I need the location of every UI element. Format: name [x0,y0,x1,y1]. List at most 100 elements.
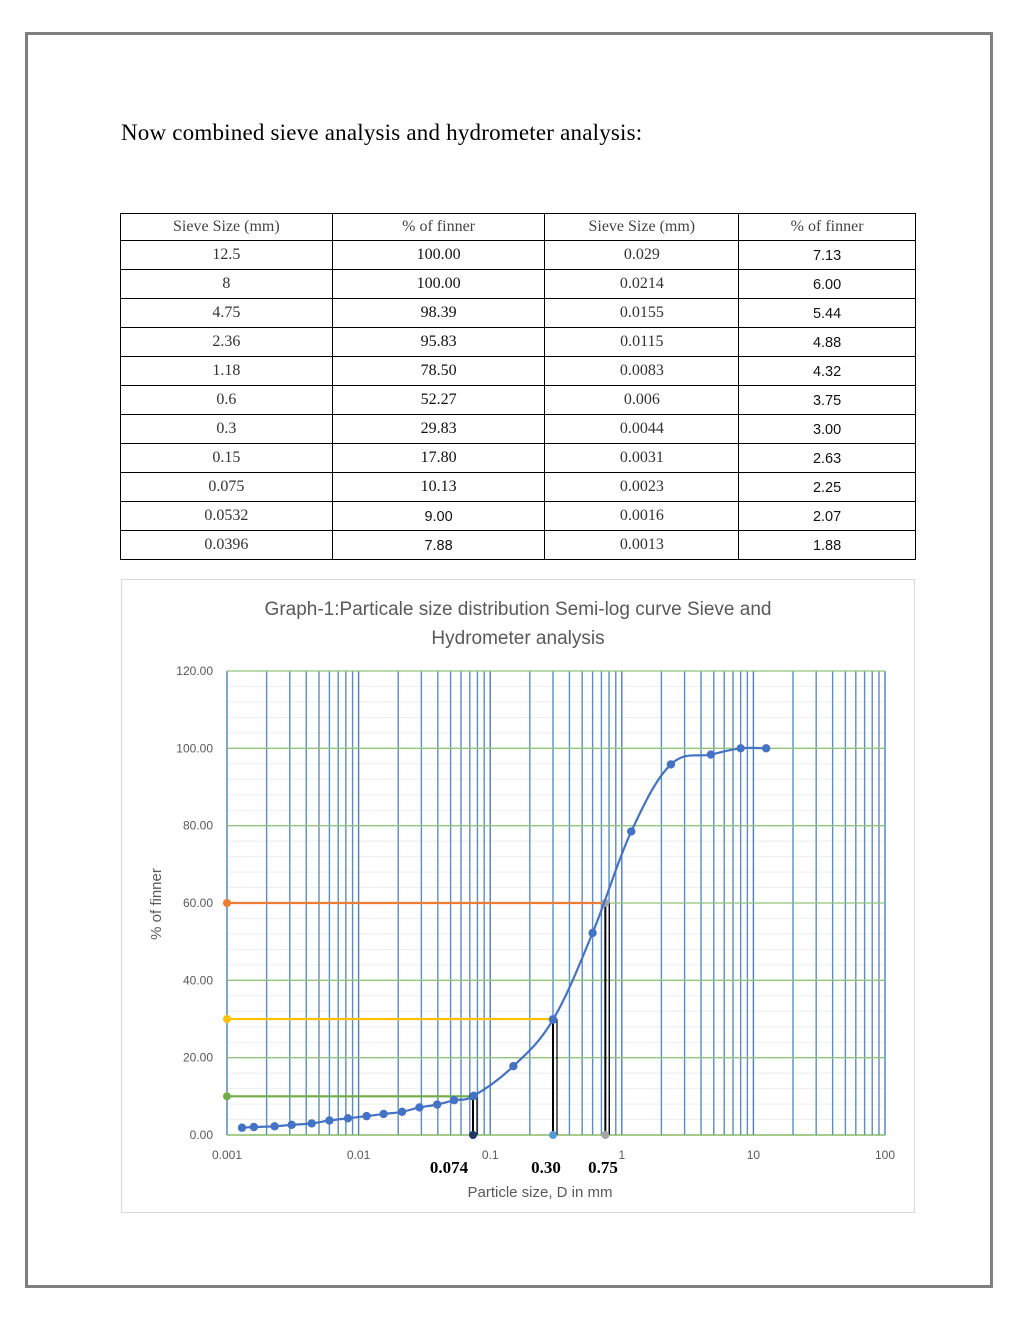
table-header-row: Sieve Size (mm) % of finner Sieve Size (… [120,213,916,241]
table-cell: 4.32 [738,356,916,386]
table-cell: 4.88 [738,327,916,357]
table-row: 0.6 52.27 0.006 3.75 [120,385,916,415]
page-heading: Now combined sieve analysis and hydromet… [121,120,643,145]
curve [241,746,767,1129]
drop-line-bottom-marker [468,1131,477,1139]
data-point [433,1100,442,1109]
x-tick-label: 100 [875,1148,895,1162]
table-cell: 1.18 [120,356,333,386]
table-cell: 0.0396 [120,530,333,560]
table-cell: 17.80 [331,443,546,473]
data-point [287,1120,296,1130]
table-row: 0.075 10.13 0.0023 2.25 [120,472,916,502]
y-tick-label: 0.00 [190,1128,214,1142]
data-point [362,1111,371,1121]
table-cell: 0.029 [544,240,740,270]
table-cell: 0.0115 [544,327,740,357]
table-header-cell: % of finner [738,213,916,241]
table-cell: 52.27 [331,385,546,415]
data-point [761,744,771,753]
y-tick-label: 120.00 [176,664,213,678]
table-cell: 0.0083 [544,356,740,386]
annotation-0.074: 0.074 [430,1158,469,1177]
table-cell: 0.075 [120,472,333,502]
table-cell: 0.006 [544,385,740,415]
axis-labels: 0.001 0.01 0.1 1 10 100 0.00 20.00 40.00 60.00 80.… [176,664,895,1162]
table-cell: 3.00 [738,414,916,444]
data-point [736,744,745,753]
table-row: 0.0532 9.00 0.0016 2.07 [120,501,916,531]
table-cell: 0.0044 [544,414,740,444]
table-cell: 12.5 [120,240,333,270]
table-cell: 4.75 [120,298,333,328]
drop-line-bottom-marker [601,1131,610,1139]
data-point [343,1114,353,1123]
table-cell: 7.13 [738,240,916,270]
y-tick-label: 20.00 [183,1051,213,1065]
data-point [397,1107,407,1116]
y-tick-label: 80.00 [183,819,213,833]
data-point [706,750,716,759]
table-header-cell: % of finner [331,213,546,241]
data-points [237,744,771,1132]
table-cell: 1.88 [738,530,916,560]
chart-container: 0.001 0.01 0.1 1 10 100 0.00 20.00 40.00 60.00 80.… [121,579,915,1213]
x-tick-label: 0.01 [347,1148,371,1162]
reference-lines [223,899,610,1139]
table-cell: 6.00 [738,269,916,299]
x-tick-label: 1 [618,1148,625,1162]
table-cell: 100.00 [331,269,546,299]
table-cell: 8 [120,269,333,299]
table-cell: 0.0023 [544,472,740,502]
table-row: 0.15 17.80 0.0031 2.63 [120,443,916,473]
data-point [449,1096,459,1105]
table-row: 0.0396 7.88 0.0013 1.88 [120,530,916,560]
table-cell: 0.3 [120,414,333,444]
x-tick-label: 10 [747,1148,761,1162]
table-row: 8 100.00 0.0214 6.00 [120,269,916,299]
table-cell: 10.13 [331,472,546,502]
data-point [307,1119,316,1128]
table-header-cell: Sieve Size (mm) [120,213,333,241]
table-cell: 3.75 [738,385,916,415]
table-header-cell: Sieve Size (mm) [544,213,740,241]
data-point [666,760,676,769]
table-row: 2.36 95.83 0.0115 4.88 [120,327,916,357]
chart-title-line-2: Hydrometer analysis [431,628,604,649]
table-cell: 0.15 [120,443,333,473]
table-row: 1.18 78.50 0.0083 4.32 [120,356,916,386]
data-point [588,928,597,938]
data-point [469,1091,478,1101]
table-cell: 0.6 [120,385,333,415]
table-cell: 7.88 [331,530,546,560]
annotation-0.30: 0.30 [531,1158,561,1177]
x-tick-label: 0.001 [212,1148,242,1162]
table-cell: 2.36 [120,327,333,357]
y-tick-label: 100.00 [176,741,213,755]
distribution-curve [241,746,767,1129]
reference-line-marker [223,1015,231,1023]
table-cell: 2.07 [738,501,916,531]
table-cell: 98.39 [331,298,546,328]
reference-line-marker [223,899,231,907]
data-point [379,1109,388,1119]
table-row: 12.5 100.00 0.029 7.13 [120,240,916,270]
annotation-0.75: 0.75 [588,1158,618,1177]
y-tick-label: 60.00 [183,896,213,910]
table-row: 0.3 29.83 0.0044 3.00 [120,414,916,444]
sieve-table: Sieve Size (mm) % of finner Sieve Size (… [120,213,916,560]
data-point [270,1122,279,1131]
page-border [25,32,993,1288]
data-point [249,1122,259,1132]
table-cell: 2.63 [738,443,916,473]
y-tick-label: 40.00 [183,973,213,987]
table-cell: 29.83 [331,414,546,444]
table-cell: 0.0031 [544,443,740,473]
table-cell: 2.25 [738,472,916,502]
data-point [237,1123,247,1132]
y-axis-label: % of finner [148,868,165,940]
data-point [548,1015,558,1024]
chart-title-line-1: Graph-1:Particale size distribution Semi… [265,599,772,620]
table-cell: 0.0214 [544,269,740,299]
table-cell: 0.0013 [544,530,740,560]
